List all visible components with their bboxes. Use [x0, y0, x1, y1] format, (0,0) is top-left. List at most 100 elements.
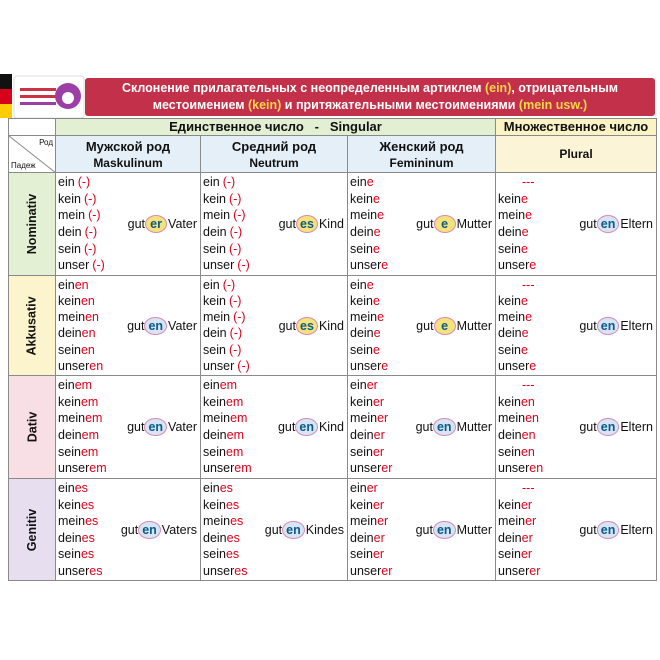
form-ending: er — [372, 444, 385, 459]
noun: Kind — [318, 420, 344, 434]
form-ending: (-) — [88, 208, 101, 223]
adjective-stem: gut — [264, 522, 283, 537]
form-stem: dein — [350, 427, 374, 442]
form-ending: en — [74, 278, 89, 292]
form-line: deiner — [496, 530, 656, 547]
form-stem: mein — [498, 514, 526, 528]
gender-de: Plural — [559, 147, 593, 161]
form-line: keinem — [56, 394, 200, 411]
form-stem: mein — [58, 514, 86, 528]
form-line: einer — [348, 480, 495, 497]
adjective-noun: gut en Vater — [127, 418, 197, 436]
form-ending: (-) — [233, 208, 246, 223]
declension-cell: eine keine meine deine seine unsere gut e Mutter — [347, 275, 496, 376]
form-line: unserer — [496, 563, 656, 580]
form-stem: unser — [498, 461, 530, 476]
form-stem: sein — [203, 342, 226, 357]
form-stem: unser — [203, 358, 235, 373]
noun: Eltern — [620, 522, 653, 537]
form-ending: (-) — [229, 224, 243, 239]
form-line: unsere — [348, 257, 495, 274]
declension-cell: --- keiner meiner deiner seiner unserer gut en E… — [495, 478, 657, 581]
form-line: keine — [348, 293, 495, 309]
form-line: unserer — [348, 563, 495, 580]
form-ending: em — [89, 461, 107, 476]
form-ending: (-) — [228, 241, 242, 256]
form-line: keinen — [56, 293, 200, 309]
form-stem: ein — [350, 278, 367, 292]
form-stem: kein — [58, 294, 81, 309]
form-ending: es — [89, 563, 103, 578]
form-line: deinem — [201, 427, 347, 444]
form-stem: dein — [58, 530, 82, 545]
adjective-noun: gut en Vater — [127, 316, 197, 335]
form-stem: unser — [498, 563, 530, 578]
form-ending: es — [219, 481, 233, 495]
form-ending: e — [372, 342, 380, 357]
adjective-noun: gut en Vaters — [121, 520, 197, 539]
form-ending: en — [525, 411, 539, 426]
form-ending: er — [521, 530, 533, 545]
form-line: seinen — [496, 444, 656, 461]
form-line: keines — [56, 497, 200, 514]
form-stem: kein — [350, 394, 373, 409]
form-ending: er — [377, 514, 389, 528]
case-name: Akkusativ — [25, 295, 39, 356]
adjective-stem: gut — [579, 318, 597, 333]
form-line: seine — [496, 342, 656, 358]
form-ending: (-) — [237, 258, 250, 273]
noun: Vaters — [161, 522, 197, 537]
form-stem: ein — [203, 481, 220, 495]
form-line: meine — [348, 207, 495, 224]
form-ending: --- — [522, 278, 535, 292]
form-line: seinen — [56, 342, 200, 358]
form-ending: er — [372, 394, 385, 409]
form-ending: e — [372, 191, 380, 206]
form-ending: er — [372, 547, 385, 561]
form-line: unseres — [56, 563, 200, 580]
form-line: meinen — [496, 410, 656, 427]
form-ending: --- — [522, 175, 535, 189]
form-ending: en — [81, 326, 96, 341]
declension-cell: ein (-) kein (-) mein (-) dein (-) sein (-) unser(… — [55, 172, 201, 276]
form-stem: kein — [203, 191, 226, 206]
title-part: Склонение прилагательных с неопределенны… — [121, 81, 485, 95]
form-ending: en — [80, 342, 95, 357]
form-ending: es — [81, 530, 95, 545]
form-line: deine — [348, 325, 495, 341]
form-line: unserem — [56, 460, 200, 477]
form-stem: sein — [498, 241, 521, 256]
form-line: deinen — [56, 325, 200, 341]
form-ending: (-) — [222, 175, 236, 189]
gender-header: Женский род Femininum — [347, 135, 496, 173]
form-line: seinem — [56, 444, 200, 461]
adjective-stem: gut — [127, 217, 146, 231]
form-ending: er — [520, 497, 533, 512]
form-ending: (-) — [228, 191, 242, 206]
form-line: seine — [496, 241, 656, 258]
form-line: meines — [201, 513, 347, 530]
adjective-stem: gut — [127, 318, 145, 333]
noun: Eltern — [620, 217, 653, 231]
form-ending: (-) — [233, 310, 246, 325]
form-stem: ein — [350, 175, 367, 189]
form-ending: (-) — [228, 342, 242, 357]
gender-header: Средний род Neutrum — [200, 135, 348, 173]
form-ending: en — [520, 394, 535, 409]
form-line: --- — [496, 277, 656, 293]
form-stem: sein — [203, 444, 226, 459]
form-ending: e — [372, 294, 380, 309]
form-ending: e — [366, 278, 374, 292]
form-stem: mein — [58, 310, 86, 325]
declension-cell: ein (-) kein (-) mein (-) dein (-) sein (-) unser(… — [200, 172, 348, 276]
form-ending: em — [219, 378, 238, 392]
form-line: ein (-) — [56, 174, 200, 191]
form-line: unsere — [496, 358, 656, 374]
gender-header: Plural — [495, 135, 657, 173]
form-stem: ein — [350, 481, 367, 495]
adjective-ending: e — [433, 316, 456, 335]
form-line: seines — [201, 546, 347, 563]
declension-cell: --- keine meine deine seine unsere gut en Eltern — [495, 172, 657, 276]
form-ending: en — [80, 294, 95, 309]
